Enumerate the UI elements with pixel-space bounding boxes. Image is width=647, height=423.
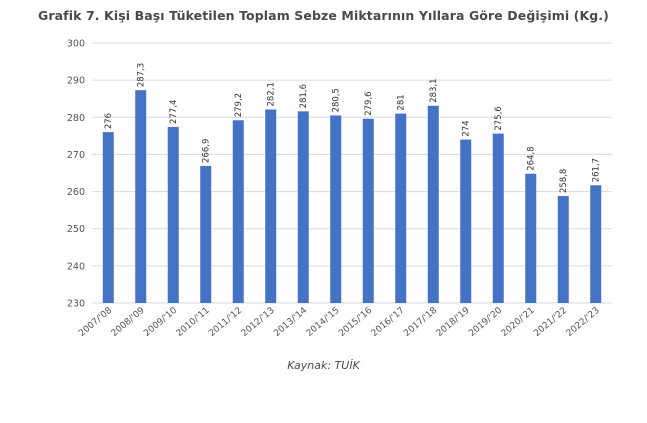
bar (167, 126, 179, 303)
y-tick-label: 250 (67, 224, 85, 235)
data-label: 276 (104, 113, 114, 129)
x-tick-label: 2010/'11 (175, 306, 212, 339)
x-tick-label: 2007/'08 (77, 305, 114, 338)
bar-layer (102, 90, 602, 304)
data-label: 258,8 (559, 169, 569, 193)
chart-title: Grafik 7. Kişi Başı Tüketilen Toplam Seb… (38, 8, 609, 23)
x-tick-label: 2020/'21 (500, 306, 537, 339)
data-label: 277,4 (169, 100, 179, 124)
bar (590, 185, 602, 303)
y-tick-label: 300 (67, 39, 85, 50)
y-tick-label: 240 (67, 261, 85, 272)
x-tick-label: 2019/'20 (467, 305, 504, 338)
bar (200, 165, 212, 303)
bar (297, 111, 309, 303)
bar (492, 133, 504, 303)
x-tick-label: 2018/'19 (435, 305, 472, 338)
data-label: 281,6 (299, 84, 309, 108)
bar (330, 115, 342, 303)
data-label: 266,9 (202, 139, 212, 163)
x-tick-label: 2011/'12 (207, 306, 244, 339)
bar (232, 120, 244, 303)
data-label: 275,6 (494, 106, 504, 130)
x-tick-label: 2009/'10 (142, 305, 179, 338)
x-tick-label: 2022/'23 (565, 306, 602, 339)
x-tick-label: 2015/'16 (337, 305, 374, 338)
bar (362, 118, 374, 304)
bar (557, 196, 569, 303)
y-tick-label: 290 (67, 76, 85, 87)
data-label: 274 (462, 120, 472, 136)
bar (135, 90, 147, 304)
y-tick-label: 260 (67, 187, 85, 198)
source-note: Kaynak: TUİK (287, 359, 360, 372)
x-tick-label: 2017/'18 (402, 305, 439, 338)
data-label: 279,6 (364, 91, 374, 115)
data-label: 283,1 (429, 78, 439, 102)
x-tick-label: 2008/'09 (110, 305, 147, 338)
data-label: 280,5 (332, 88, 342, 112)
data-label: 264,8 (527, 146, 537, 170)
bar (427, 105, 439, 304)
bar (460, 139, 472, 303)
bar (265, 109, 277, 303)
x-tick-label: 2021/'22 (532, 306, 569, 339)
data-label: 261,7 (592, 158, 602, 182)
data-label: 282,1 (267, 82, 277, 106)
y-tick-label: 230 (67, 299, 85, 310)
data-label: 287,3 (137, 63, 147, 87)
x-tick-label: 2013/'14 (272, 305, 309, 338)
x-tick-label: 2014/'15 (305, 306, 342, 339)
bar (395, 113, 407, 303)
x-tick-label: 2016/'17 (370, 306, 407, 339)
bar (102, 132, 114, 303)
y-tick-label: 270 (67, 150, 85, 161)
bar (525, 173, 537, 303)
data-label: 279,2 (234, 93, 244, 117)
data-label: 281 (397, 94, 407, 110)
x-tick-label: 2012/'13 (240, 306, 277, 339)
y-tick-label: 280 (67, 113, 85, 124)
